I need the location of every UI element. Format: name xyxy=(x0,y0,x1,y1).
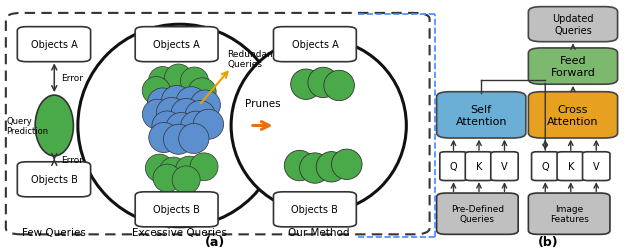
Ellipse shape xyxy=(161,86,192,116)
FancyBboxPatch shape xyxy=(273,27,356,62)
FancyBboxPatch shape xyxy=(465,152,493,181)
Text: Objects B: Objects B xyxy=(291,205,339,214)
Text: Prunes: Prunes xyxy=(245,99,280,109)
Ellipse shape xyxy=(190,153,218,181)
Text: Self
Attention: Self Attention xyxy=(456,105,507,126)
Ellipse shape xyxy=(78,25,282,227)
FancyBboxPatch shape xyxy=(6,14,429,234)
Ellipse shape xyxy=(316,152,347,182)
Text: Our Method: Our Method xyxy=(288,227,349,237)
Text: V: V xyxy=(593,162,600,171)
FancyBboxPatch shape xyxy=(557,152,584,181)
Text: Q: Q xyxy=(450,162,458,171)
Ellipse shape xyxy=(175,156,204,184)
Text: Query
Prediction: Query Prediction xyxy=(6,116,49,136)
Text: Error: Error xyxy=(61,74,83,83)
Ellipse shape xyxy=(166,113,196,143)
Ellipse shape xyxy=(142,100,173,130)
Ellipse shape xyxy=(156,98,187,128)
FancyBboxPatch shape xyxy=(17,27,91,62)
Ellipse shape xyxy=(308,68,339,98)
FancyBboxPatch shape xyxy=(532,152,559,181)
Ellipse shape xyxy=(180,112,211,142)
Ellipse shape xyxy=(152,112,182,141)
FancyBboxPatch shape xyxy=(440,152,467,181)
Ellipse shape xyxy=(171,99,202,129)
Text: Objects A: Objects A xyxy=(153,40,200,50)
Text: Pre-Defined
Queries: Pre-Defined Queries xyxy=(451,204,504,224)
Text: (b): (b) xyxy=(538,235,559,248)
Ellipse shape xyxy=(148,67,177,95)
Text: V: V xyxy=(501,162,508,171)
Ellipse shape xyxy=(300,153,330,183)
Text: Image
Features: Image Features xyxy=(550,204,589,224)
Ellipse shape xyxy=(291,70,321,100)
Text: Objects A: Objects A xyxy=(292,40,339,50)
Text: K: K xyxy=(568,162,574,171)
FancyBboxPatch shape xyxy=(273,192,356,227)
Ellipse shape xyxy=(145,154,173,182)
Ellipse shape xyxy=(159,158,188,185)
Ellipse shape xyxy=(231,39,406,213)
Text: Feed
Forward: Feed Forward xyxy=(550,56,595,78)
FancyBboxPatch shape xyxy=(436,193,518,234)
Ellipse shape xyxy=(332,149,362,180)
FancyBboxPatch shape xyxy=(491,152,518,181)
Ellipse shape xyxy=(188,78,216,106)
FancyBboxPatch shape xyxy=(436,92,526,138)
Ellipse shape xyxy=(179,124,209,154)
Text: K: K xyxy=(476,162,482,171)
Text: Excessive Queries: Excessive Queries xyxy=(132,227,227,237)
FancyBboxPatch shape xyxy=(582,152,610,181)
Text: Few Queries: Few Queries xyxy=(22,227,86,237)
Ellipse shape xyxy=(142,77,170,105)
Ellipse shape xyxy=(148,123,179,153)
Ellipse shape xyxy=(185,101,215,131)
Text: Objects B: Objects B xyxy=(153,205,200,214)
Ellipse shape xyxy=(324,71,355,101)
Ellipse shape xyxy=(153,165,181,192)
Ellipse shape xyxy=(180,68,209,96)
FancyBboxPatch shape xyxy=(529,193,610,234)
FancyBboxPatch shape xyxy=(135,192,218,227)
Ellipse shape xyxy=(284,151,315,181)
Ellipse shape xyxy=(190,90,220,120)
Ellipse shape xyxy=(193,110,223,140)
Text: (a): (a) xyxy=(205,235,225,248)
FancyBboxPatch shape xyxy=(529,49,618,85)
Ellipse shape xyxy=(176,87,207,117)
Ellipse shape xyxy=(164,65,193,92)
Text: Objects B: Objects B xyxy=(31,175,77,184)
Ellipse shape xyxy=(35,96,74,156)
Text: Updated
Queries: Updated Queries xyxy=(552,14,594,36)
FancyBboxPatch shape xyxy=(529,92,618,138)
Text: Cross
Attention: Cross Attention xyxy=(547,105,599,126)
Text: Error: Error xyxy=(61,155,83,164)
Text: Q: Q xyxy=(541,162,549,171)
Ellipse shape xyxy=(172,166,200,194)
FancyBboxPatch shape xyxy=(135,27,218,62)
Text: Redundant
Queries: Redundant Queries xyxy=(228,49,277,69)
Ellipse shape xyxy=(163,125,194,155)
FancyBboxPatch shape xyxy=(529,8,618,43)
FancyBboxPatch shape xyxy=(17,162,91,197)
Ellipse shape xyxy=(147,89,178,118)
Text: Objects A: Objects A xyxy=(31,40,77,50)
